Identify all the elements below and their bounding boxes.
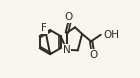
- Text: O: O: [89, 50, 98, 60]
- Text: F: F: [41, 23, 47, 33]
- Text: OH: OH: [103, 30, 119, 40]
- Text: O: O: [65, 12, 73, 22]
- Text: N: N: [63, 45, 71, 55]
